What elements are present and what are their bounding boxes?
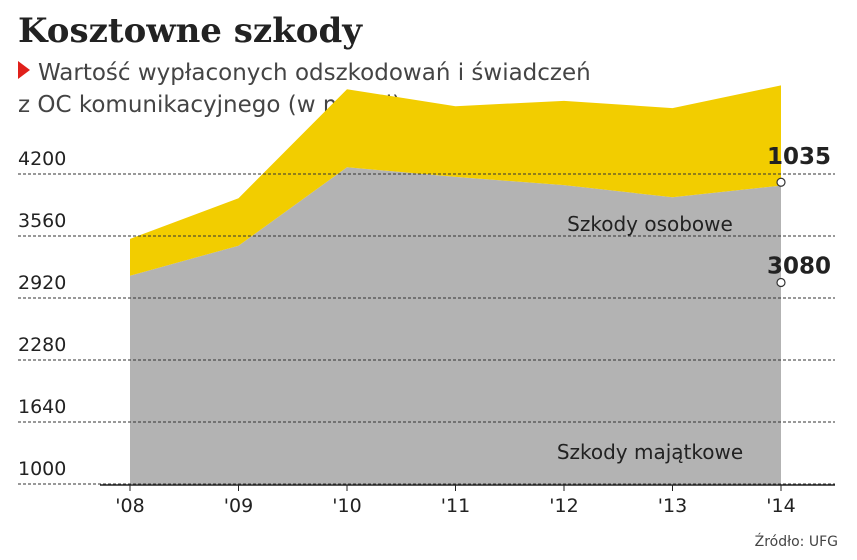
y-tick-label: 4200 [18, 148, 66, 170]
value-label: 1035 [767, 144, 831, 170]
x-tick-label: '11 [441, 495, 470, 517]
y-tick-label: 3560 [18, 210, 66, 232]
series-label: Szkody osobowe [567, 212, 733, 236]
chart-title: Kosztowne szkody [18, 11, 363, 51]
y-tick-label: 2280 [18, 334, 66, 356]
subtitle: Wartość wypłaconych odszkodowań i świadc… [38, 60, 591, 86]
value-label: 3080 [767, 254, 831, 280]
area [130, 167, 781, 484]
point [776, 177, 786, 187]
x-tick-label: '14 [766, 495, 795, 517]
point [776, 277, 786, 288]
series-label: Szkody majątkowe [557, 440, 743, 464]
x-tick-label: '12 [549, 495, 578, 517]
x-tick-label: '09 [224, 495, 253, 517]
x-tick-label: '08 [115, 495, 144, 517]
source: Źródło: UFG [755, 532, 838, 550]
y-tick-label: 2920 [18, 272, 66, 294]
x-tick-label: '13 [658, 495, 687, 517]
subtitle-marker [18, 61, 30, 79]
area [130, 85, 781, 276]
x-tick-label: '10 [332, 495, 361, 517]
y-tick-label: 1000 [18, 458, 66, 480]
y-tick-label: 1640 [18, 396, 66, 418]
